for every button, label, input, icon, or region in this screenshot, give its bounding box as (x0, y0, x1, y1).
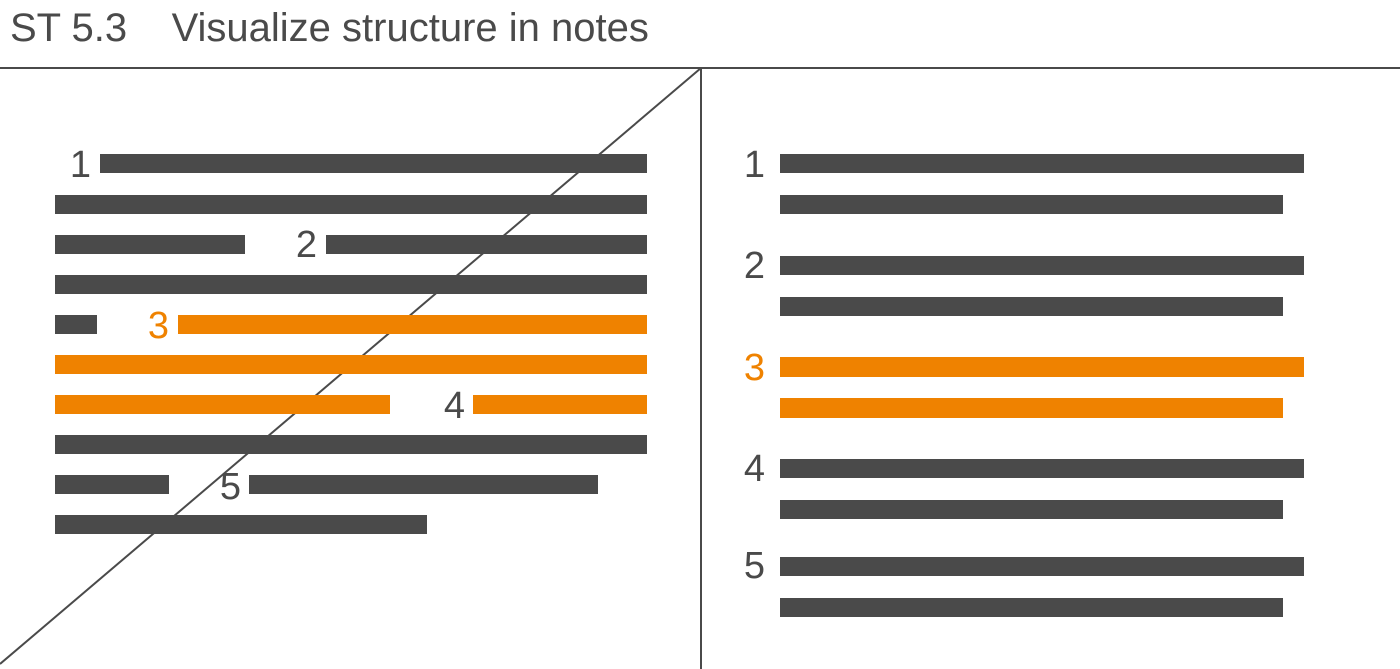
structured-notes: 1 2 3 4 5 (744, 144, 1304, 617)
highlighted-line-bar (473, 395, 647, 414)
text-line-bar (55, 515, 427, 534)
highlighted-line-bar (780, 357, 1304, 377)
highlighted-line-bar (178, 315, 647, 334)
section-group: 2 (744, 245, 1304, 316)
section-group: 4 (744, 448, 1304, 519)
section-group: 1 (744, 144, 1304, 214)
section-number-label: 4 (744, 448, 765, 490)
text-line-bar (326, 235, 647, 254)
text-line-bar (780, 297, 1283, 316)
text-line-bar (780, 256, 1304, 275)
section-number-label: 3 (744, 347, 765, 389)
section-group: 5 (744, 545, 1304, 617)
section-number-label: 5 (744, 545, 765, 587)
text-line-bar (55, 275, 647, 294)
text-line-bar (100, 154, 647, 173)
section-number-label: 2 (296, 224, 317, 266)
text-line-bar (780, 557, 1304, 576)
text-line-bar (249, 475, 598, 494)
highlighted-line-bar (55, 355, 647, 374)
text-line-bar (55, 475, 169, 494)
highlighted-line-bar (55, 395, 390, 414)
highlighted-line-bar (780, 398, 1283, 418)
text-line-bar (55, 235, 245, 254)
text-line-bar (55, 435, 647, 454)
section-number-label: 1 (744, 144, 765, 186)
text-line-bar (780, 500, 1283, 519)
page-title: ST 5.3 Visualize structure in notes (10, 6, 649, 50)
text-line-bar (780, 154, 1304, 173)
section-group: 3 (744, 347, 1304, 418)
text-line-bar (780, 195, 1283, 214)
section-number-label: 4 (444, 385, 465, 427)
section-number-label: 2 (744, 245, 765, 287)
section-number-label: 3 (148, 305, 169, 347)
text-line-bar (55, 195, 647, 214)
section-number-label: 1 (70, 144, 91, 186)
text-line-bar (780, 459, 1304, 478)
text-line-bar (55, 315, 97, 334)
unstructured-notes: 1 2 3 4 5 (55, 144, 647, 534)
text-line-bar (780, 598, 1283, 617)
section-number-label: 5 (220, 466, 241, 508)
